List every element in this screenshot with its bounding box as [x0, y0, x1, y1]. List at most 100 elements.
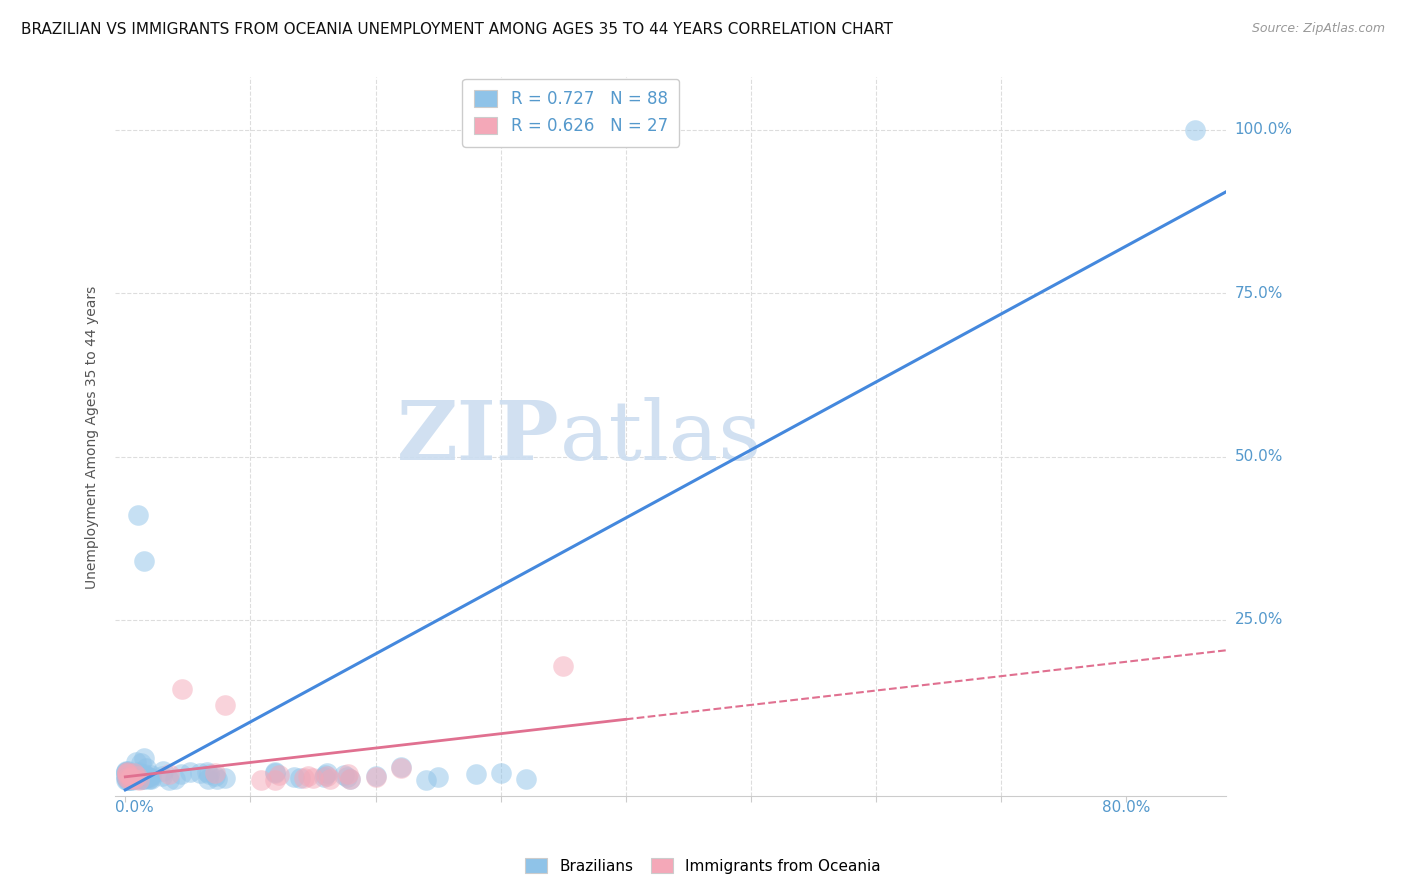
Point	[114, 765, 136, 780]
Point	[297, 769, 319, 783]
Point	[139, 771, 162, 785]
Point	[337, 767, 360, 781]
Point	[364, 770, 387, 784]
Point	[336, 770, 359, 784]
Point	[122, 766, 145, 780]
Point	[122, 769, 145, 783]
Point	[314, 770, 336, 784]
Point	[263, 765, 285, 780]
Point	[132, 772, 155, 787]
Point	[269, 768, 291, 782]
Point	[302, 771, 325, 785]
Point	[135, 762, 157, 776]
Point	[117, 765, 139, 780]
Point	[118, 768, 141, 782]
Point	[115, 765, 138, 780]
Point	[129, 772, 152, 786]
Y-axis label: Unemployment Among Ages 35 to 44 years: Unemployment Among Ages 35 to 44 years	[86, 285, 100, 589]
Point	[117, 764, 139, 779]
Point	[128, 772, 150, 787]
Text: Source: ZipAtlas.com: Source: ZipAtlas.com	[1251, 22, 1385, 36]
Point	[198, 767, 221, 781]
Point	[117, 772, 139, 787]
Point	[120, 768, 142, 782]
Point	[389, 760, 412, 774]
Point	[115, 771, 138, 785]
Point	[315, 765, 337, 780]
Point	[316, 769, 339, 783]
Point	[121, 772, 143, 786]
Point	[132, 768, 155, 782]
Point	[553, 658, 575, 673]
Point	[118, 772, 141, 786]
Point	[152, 769, 174, 783]
Point	[121, 771, 143, 785]
Point	[332, 767, 354, 781]
Text: ZIP: ZIP	[396, 397, 560, 477]
Legend: R = 0.727   N = 88, R = 0.626   N = 27: R = 0.727 N = 88, R = 0.626 N = 27	[463, 78, 679, 146]
Point	[120, 771, 142, 785]
Point	[165, 772, 187, 786]
Point	[121, 772, 143, 786]
Point	[264, 765, 287, 780]
Point	[157, 766, 180, 780]
Point	[214, 698, 236, 712]
Point	[125, 772, 148, 786]
Point	[117, 770, 139, 784]
Point	[122, 768, 145, 782]
Point	[515, 772, 537, 787]
Point	[179, 765, 201, 780]
Point	[364, 768, 387, 782]
Point	[118, 772, 141, 787]
Point	[127, 769, 149, 783]
Point	[290, 771, 312, 785]
Point	[122, 772, 145, 786]
Point	[132, 772, 155, 786]
Point	[127, 765, 149, 780]
Point	[214, 771, 236, 785]
Point	[170, 681, 193, 696]
Text: 100.0%: 100.0%	[1234, 122, 1292, 137]
Point	[128, 769, 150, 783]
Point	[128, 771, 150, 785]
Point	[121, 767, 143, 781]
Point	[415, 772, 437, 787]
Point	[170, 767, 193, 781]
Point	[121, 771, 143, 785]
Point	[129, 770, 152, 784]
Point	[389, 760, 412, 774]
Point	[124, 769, 146, 783]
Point	[250, 772, 273, 787]
Point	[139, 768, 162, 782]
Point	[114, 764, 136, 778]
Point	[292, 771, 315, 785]
Point	[129, 756, 152, 770]
Point	[115, 771, 138, 785]
Point	[114, 764, 136, 779]
Point	[115, 766, 138, 780]
Text: 25.0%: 25.0%	[1234, 613, 1282, 627]
Point	[314, 768, 336, 782]
Point	[136, 770, 159, 784]
Point	[197, 772, 219, 786]
Point	[120, 770, 142, 784]
Point	[118, 772, 141, 787]
Point	[188, 765, 211, 780]
Text: atlas: atlas	[560, 397, 762, 477]
Point	[125, 772, 148, 786]
Legend: Brazilians, Immigrants from Oceania: Brazilians, Immigrants from Oceania	[519, 852, 887, 880]
Point	[152, 764, 174, 779]
Point	[115, 767, 138, 781]
Point	[125, 755, 148, 769]
Point	[283, 770, 305, 784]
Point	[318, 772, 340, 787]
Point	[132, 767, 155, 781]
Point	[115, 772, 138, 787]
Point	[157, 772, 180, 787]
Point	[115, 770, 138, 784]
Point	[132, 554, 155, 568]
Point	[1184, 122, 1206, 136]
Text: 75.0%: 75.0%	[1234, 285, 1282, 301]
Point	[117, 769, 139, 783]
Point	[128, 772, 150, 787]
